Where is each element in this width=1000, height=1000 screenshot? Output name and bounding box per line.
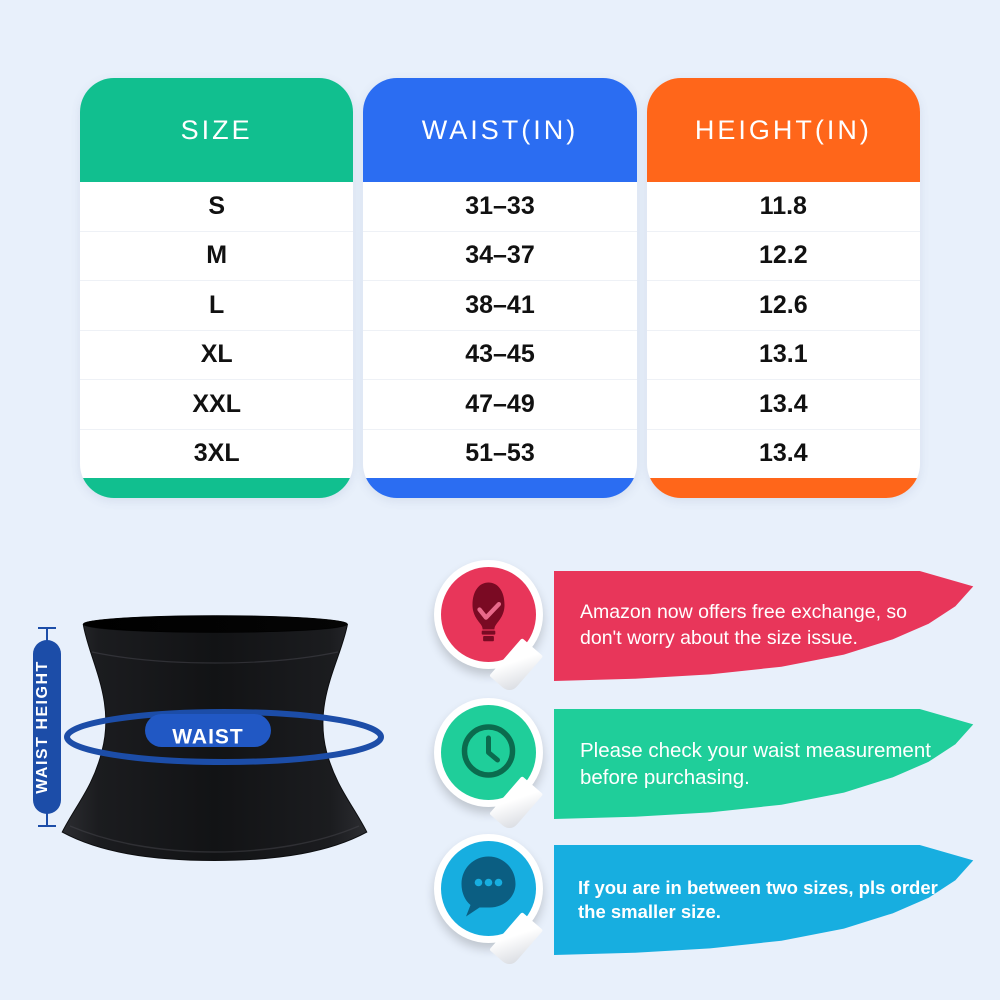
svg-text:WAIST: WAIST xyxy=(172,726,244,749)
